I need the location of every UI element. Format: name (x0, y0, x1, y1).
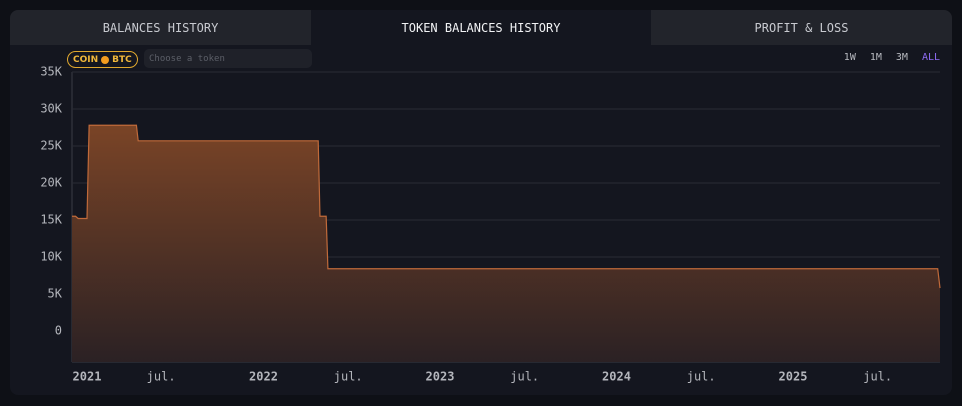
area-line (72, 124, 941, 289)
token-input[interactable]: Choose a token (144, 49, 312, 68)
x-tick-label: jul. (863, 370, 892, 384)
range-button[interactable]: 3M (895, 52, 908, 63)
y-tick-label: 30K (40, 101, 62, 115)
x-tick-label: 2023 (426, 370, 455, 384)
tab[interactable]: BALANCES HISTORY (10, 10, 311, 45)
tab[interactable]: PROFIT & LOSS (651, 10, 952, 45)
y-tick-label: 35K (40, 65, 62, 79)
coin-badge[interactable]: COIN BTC (67, 51, 138, 68)
area-fill (72, 125, 940, 362)
x-tick-label: 2022 (249, 370, 278, 384)
x-tick-label: jul. (334, 370, 363, 384)
badge-label: COIN (73, 54, 99, 65)
y-tick-label: 20K (40, 175, 62, 189)
tab[interactable]: TOKEN BALANCES HISTORY (311, 10, 651, 45)
x-tick-label: 2021 (73, 370, 102, 384)
x-tick-label: 2024 (602, 370, 631, 384)
y-tick-label: 5K (48, 286, 63, 300)
range-button[interactable]: 1W (843, 52, 856, 63)
badge-token: BTC (112, 54, 132, 65)
y-tick-label: 25K (40, 138, 62, 152)
btc-icon (101, 55, 110, 64)
x-tick-label: jul. (687, 370, 716, 384)
tabs: BALANCES HISTORY TOKEN BALANCES HISTORY PR… (10, 10, 952, 45)
y-tick-label: 15K (40, 212, 62, 226)
x-tick-label: jul. (510, 370, 539, 384)
range-buttons: 1W 1M 3M ALL (844, 52, 940, 63)
range-button[interactable]: 1M (869, 52, 882, 63)
x-tick-label: 2025 (779, 370, 808, 384)
y-tick-label: 0 (55, 323, 62, 337)
range-button[interactable]: ALL (921, 52, 940, 63)
y-tick-label: 10K (40, 249, 62, 263)
x-tick-label: jul. (147, 370, 176, 384)
